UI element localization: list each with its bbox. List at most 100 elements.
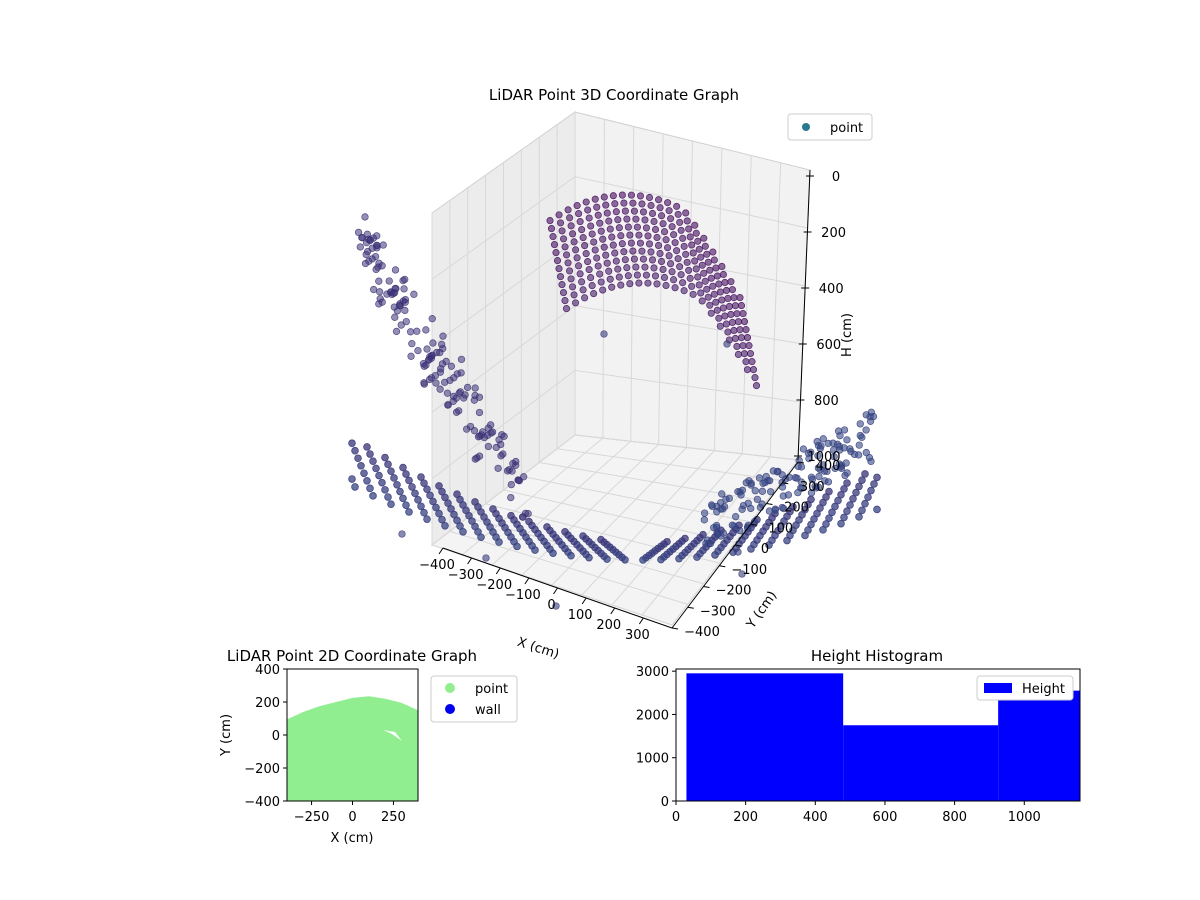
point-3d [414,496,422,504]
point-3d [618,240,626,248]
point-3d [623,264,631,272]
x-tick-label-2d: 250 [381,810,406,825]
point-3d [357,461,365,470]
point-3d [372,464,380,473]
point-3d [709,248,717,256]
point-3d [662,236,670,244]
x-tick-label: 200 [596,618,621,633]
point-3d [593,254,601,262]
point-3d [387,467,395,475]
point-3d [427,374,436,382]
point-3d [497,452,505,460]
point-3d [576,218,584,226]
point-3d [773,468,782,476]
point-3d [363,230,372,238]
point-3d [638,247,646,255]
point-3d [379,241,387,249]
point-3d [564,259,572,267]
point-3d [719,270,727,279]
point-3d [590,238,598,246]
point-3d [856,420,864,428]
point-3d [584,258,592,266]
point-3d [686,274,694,282]
legend-2d: point wall [430,675,518,723]
point-3d [668,223,676,231]
point-3d [648,209,657,218]
x-axis-label-2d: X (cm) [331,831,374,846]
point-3d [835,460,843,468]
point-3d [814,464,823,472]
point-3d [441,378,449,386]
point-3d [555,211,563,219]
point-3d [575,210,583,218]
point-3d [570,238,578,246]
point-3d [567,275,575,283]
point-3d [724,294,732,303]
y-tick-label: 300 [800,480,825,495]
point-3d [650,217,658,226]
point-3d [599,286,607,294]
grid-line [431,369,801,479]
point-3d [366,484,374,493]
chart-histogram: Height Histogram 0 200 400 600 800 1000 0 1000 2… [636,647,1081,825]
point-3d [668,268,676,276]
point-3d [575,262,583,270]
point-3d [423,515,431,523]
point-3d [552,249,560,257]
point-3d [721,278,729,287]
point-3d [854,451,863,459]
point-3d [843,436,851,444]
point-3d [594,262,602,270]
point-3d [681,534,689,543]
point-3d [561,243,569,251]
point-3d [482,554,490,562]
point-3d [611,200,619,208]
point-3d [456,388,464,396]
point-3d [463,383,472,392]
point-3d [425,355,433,363]
grid-line [602,119,605,439]
point-3d [861,499,869,508]
point-3d [707,274,715,282]
point-3d [843,507,851,516]
point-3d [611,249,619,257]
point-3d [856,431,864,440]
point-3d [665,207,673,215]
point-3d [550,241,559,249]
point-3d [597,227,605,235]
point-3d [814,483,823,491]
point-3d [828,508,836,517]
point-3d [599,235,607,243]
point-3d [441,521,449,530]
point-3d [584,206,592,214]
point-3d [630,207,638,215]
point-3d [562,305,571,313]
point-3d [660,273,669,282]
point-3d [720,502,729,511]
point-3d [401,298,409,306]
point-3d [740,318,749,326]
x-axis-label-3d: X (cm) [515,635,561,663]
point-3d [395,301,404,310]
legend-2d-wall-label: wall [475,703,501,718]
point-3d [487,421,495,429]
point-3d [843,479,851,487]
point-3d [484,442,493,451]
point-3d [791,474,799,482]
point-3d [410,290,418,298]
point-3d [559,235,568,243]
point-3d [512,461,520,469]
point-3d [653,233,661,242]
point-3d [866,417,875,425]
point-3d [627,191,635,199]
point-3d [585,214,593,222]
point-3d [743,334,752,342]
histogram-bars [686,673,1080,801]
point-3d [443,389,452,397]
point-3d [612,257,620,265]
z-tick-label: 400 [819,282,844,297]
point-3d [402,317,410,326]
point-3d [635,231,643,239]
point-3d [691,221,699,229]
y-tick-mark [782,482,789,485]
